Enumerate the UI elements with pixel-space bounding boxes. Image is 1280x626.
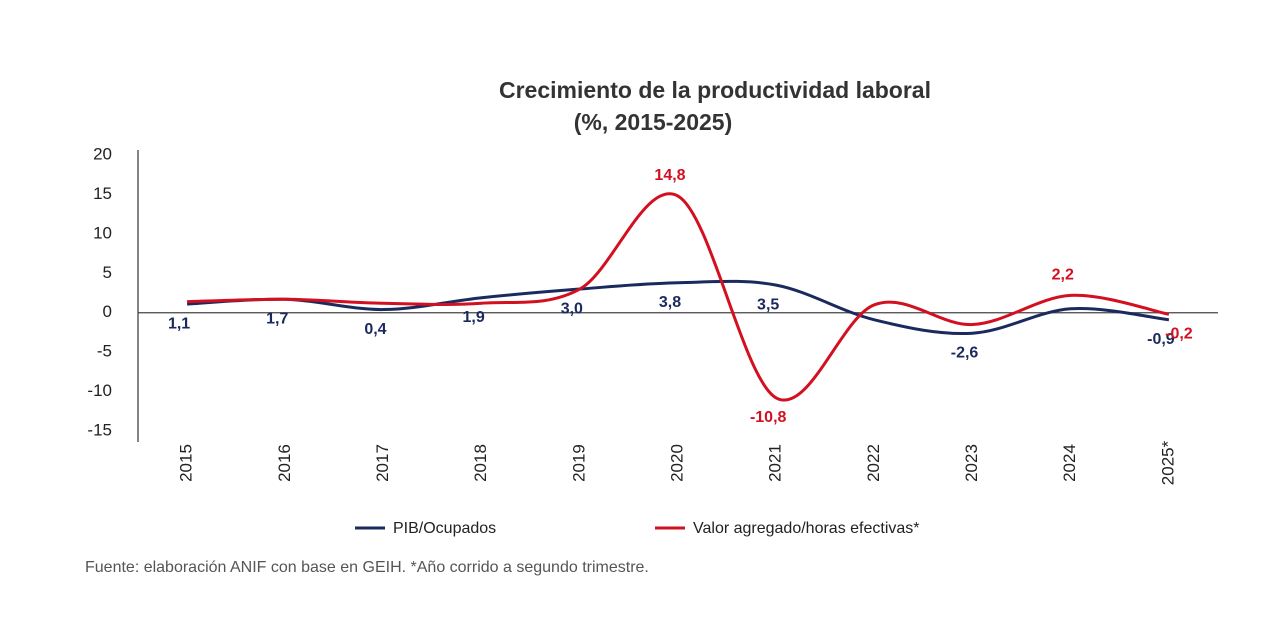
x-tick-label: 2017 [373, 444, 392, 482]
y-tick-label: -15 [87, 420, 112, 439]
x-tick-label: 2019 [569, 444, 588, 482]
series-line [187, 279, 1170, 336]
legend-label: Valor agregado/horas efectivas* [693, 520, 920, 537]
data-label: 0,4 [364, 321, 386, 338]
y-tick-label: 10 [93, 223, 112, 242]
data-label: 1,7 [266, 311, 288, 328]
x-tick-label: 2020 [667, 444, 686, 482]
x-tick-label: 2021 [766, 444, 785, 482]
data-label: 1,9 [463, 309, 485, 326]
data-label: 3,0 [561, 300, 583, 317]
chart-subtitle: (%, 2015-2025) [574, 109, 733, 135]
x-tick-label: 2023 [962, 444, 981, 482]
data-label: -10,8 [750, 409, 787, 426]
data-label: 3,5 [757, 296, 779, 313]
x-tick-label: 2018 [471, 444, 490, 482]
y-tick-label: 15 [93, 184, 112, 203]
x-tick-label: 2016 [275, 444, 294, 482]
y-tick-label: 20 [93, 144, 112, 163]
x-tick-label: 2015 [177, 444, 196, 482]
data-label: -0,2 [1165, 326, 1193, 343]
data-label: 14,8 [654, 167, 685, 184]
legend-label: PIB/Ocupados [393, 520, 496, 537]
y-tick-label: 0 [103, 302, 112, 321]
y-tick-label: 5 [103, 263, 112, 282]
data-label: 2,2 [1052, 267, 1074, 284]
source-note: Fuente: elaboración ANIF con base en GEI… [85, 559, 649, 576]
data-label: -2,6 [951, 344, 979, 361]
data-label: 3,8 [659, 294, 681, 311]
data-label: 1,1 [168, 315, 190, 332]
x-tick-label: 2024 [1060, 444, 1079, 482]
y-tick-label: -10 [87, 381, 112, 400]
series-line [187, 192, 1170, 402]
y-tick-label: -5 [97, 342, 112, 361]
x-tick-label: 2025* [1158, 440, 1177, 485]
x-tick-label: 2022 [864, 444, 883, 482]
data-label: -0,9 [1147, 331, 1175, 348]
chart-title: Crecimiento de la productividad laboral [499, 77, 931, 103]
